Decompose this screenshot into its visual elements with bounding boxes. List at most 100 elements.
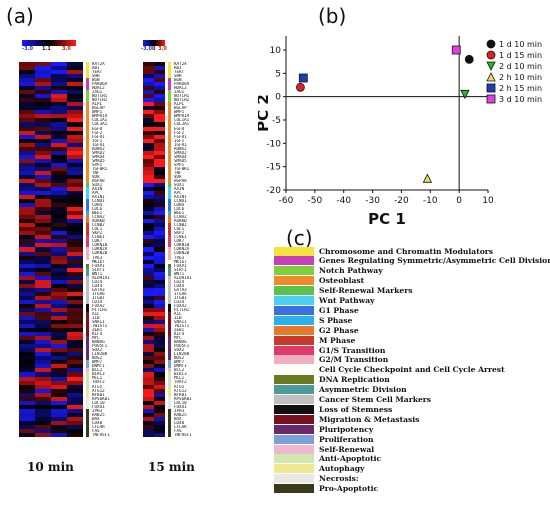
data-point [296, 82, 305, 92]
heatmap-cell [19, 372, 36, 377]
gene-label: CD40 [92, 420, 103, 425]
heatmap-cell [19, 215, 36, 220]
gene-label: FGF2 [92, 130, 103, 135]
x-tick-label: -30 [365, 196, 380, 206]
legend-label: Loss of Stemness [319, 404, 393, 414]
category-swatch [168, 356, 171, 361]
heatmap-cell [67, 118, 84, 123]
category-swatch [168, 150, 171, 156]
legend-row: G1 Phase [274, 305, 359, 315]
heatmap-cell [19, 336, 36, 341]
category-swatch [168, 235, 171, 240]
category-swatch [168, 392, 171, 397]
heatmap-cell [154, 126, 166, 131]
heatmap-cell [51, 328, 68, 333]
heatmap-cell [19, 324, 36, 329]
category-swatch [86, 303, 89, 309]
heatmap-panel: -3.0 1.1 3.0 KAT2A RB1 TERT SHH BGN PARD6A HDA… [0, 0, 260, 506]
heatmap-cell [35, 187, 52, 192]
heatmap-cell [35, 372, 52, 377]
heatmap-cell [143, 291, 155, 297]
heatmap-cell [35, 332, 52, 337]
heatmap-cell [67, 219, 84, 224]
heatmap-cell [51, 195, 68, 200]
heatmap-cell [67, 287, 84, 293]
legend-row: Self-Renewal [274, 444, 374, 454]
legend-swatch [274, 256, 314, 266]
heatmap-cell [154, 215, 166, 220]
heatmap-cell [51, 299, 68, 305]
heatmap-cell [51, 223, 68, 228]
gene-label: SHH [174, 74, 182, 79]
heatmap-cell [143, 170, 155, 176]
heatmap-cell [19, 340, 36, 345]
legend-swatch [274, 464, 314, 474]
gene-label: BCL2 [92, 368, 103, 373]
y-tick-label: -15 [266, 163, 281, 173]
category-swatch [168, 174, 171, 180]
heatmap-cell [35, 102, 52, 107]
gene-label: TERT [174, 70, 185, 75]
heatmap-cell [143, 279, 155, 285]
heatmap-cell [19, 170, 36, 176]
legend-label: Genes Regulating Symmetric/Asymmetric Ce… [319, 256, 550, 266]
heatmap-cell [35, 86, 52, 91]
gene-label: RPS6KB1 [92, 396, 110, 401]
heatmap-cell [67, 66, 84, 71]
category-swatch [86, 412, 89, 418]
heatmap-cell [51, 106, 68, 111]
gene-label: VDR [92, 174, 100, 179]
gene-label: BMP1 [92, 110, 103, 115]
heatmap-cell [35, 66, 52, 71]
heatmap-cell [154, 400, 166, 406]
category-swatch [168, 255, 171, 260]
category-swatch [168, 291, 171, 297]
heatmap-cell [51, 352, 68, 357]
heatmap-cell [67, 182, 84, 188]
heatmap-cell [35, 223, 52, 228]
heatmap-cell [67, 86, 84, 91]
heatmap-cell [35, 114, 52, 119]
heatmap-cell [51, 372, 68, 377]
colorbar-10min [22, 40, 76, 46]
category-swatch [86, 162, 89, 168]
heatmap-cell [67, 396, 84, 402]
category-swatch [168, 388, 171, 393]
heatmap-cell [35, 360, 52, 365]
gene-label: BAX [92, 416, 100, 421]
heatmap-cell [67, 158, 84, 164]
colorbar-low-label: -3.0 [141, 46, 152, 52]
heatmap-cell [143, 231, 155, 236]
pca-scatter-plot: -60 -50 -40 -30 -20 -10 0 10 10 5 0 -5 -10 -15 -20 PC 1… [258, 36, 542, 228]
data-point [464, 54, 474, 64]
category-swatch [86, 170, 89, 176]
heatmap-cell [19, 74, 36, 79]
heatmap-cell [143, 336, 155, 341]
heatmap-cell [67, 352, 84, 357]
heatmap-cell [154, 74, 166, 79]
category-swatch [168, 227, 171, 232]
legend-marker [486, 83, 496, 93]
legend-label: Necrosis: [319, 474, 359, 484]
heatmap-cell [35, 122, 52, 127]
category-swatch [168, 239, 171, 244]
category-swatch [168, 420, 171, 426]
heatmap-cell [51, 142, 68, 148]
category-swatch [86, 340, 89, 345]
category-swatch [168, 364, 171, 369]
heatmap-cell [35, 348, 52, 353]
y-axis-label: PC 2 [258, 94, 272, 132]
gene-label: RUNX2 [174, 146, 187, 151]
colorbar-low-label: -3.0 [22, 46, 33, 52]
heatmap-cell [35, 303, 52, 309]
gene-label: CCNE1 [92, 235, 105, 240]
heatmap-cell [143, 98, 155, 103]
category-swatch [168, 295, 171, 301]
legend-row: Autophagy [274, 464, 364, 474]
category-swatch [168, 114, 171, 119]
gene-label: ATG12 [92, 388, 105, 393]
heatmap-cell [143, 340, 155, 345]
legend-row: DNA Replication [274, 375, 390, 385]
gene-label: CUL1 [174, 227, 185, 232]
heatmap-cell [143, 126, 155, 131]
